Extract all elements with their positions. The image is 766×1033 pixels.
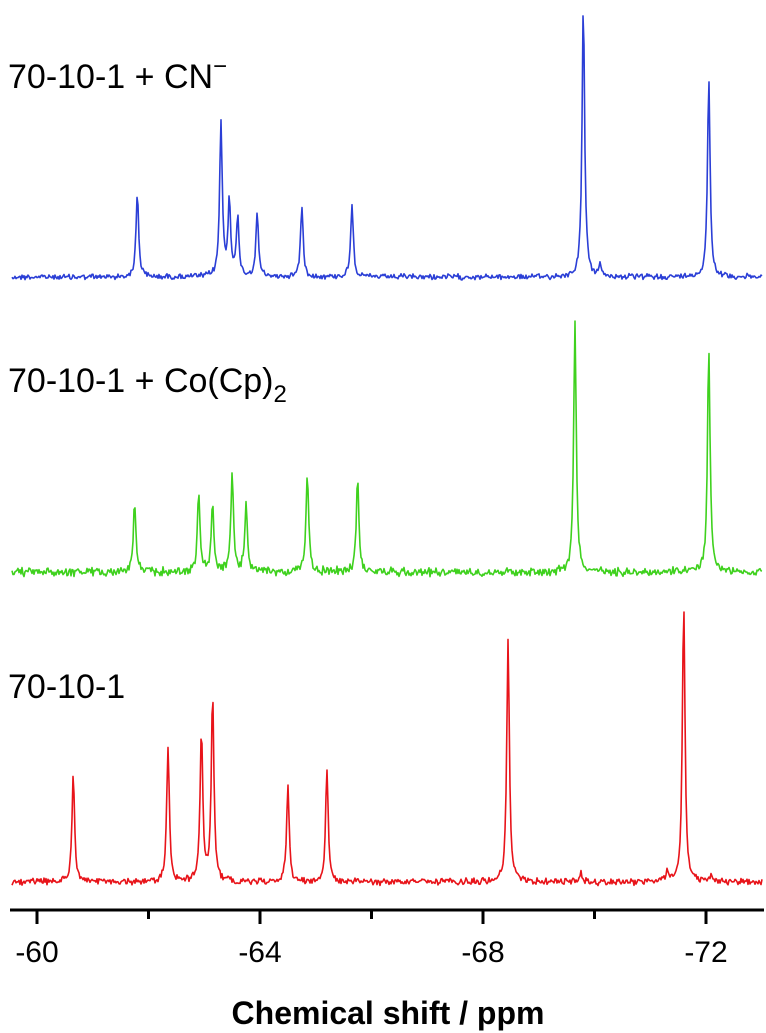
x-axis-title: Chemical shift / ppm [232, 995, 545, 1031]
x-tick-label: -68 [461, 936, 504, 969]
x-tick-label: -60 [15, 936, 58, 969]
spectra-group [11, 4, 763, 887]
peak-2-6 [306, 472, 308, 474]
peak-2-1 [134, 502, 136, 504]
peak-2-7 [357, 477, 359, 479]
spectrum-line-3 [11, 611, 763, 887]
peak-3-1 [72, 773, 74, 775]
x-axis: -60 -64 -68 -72 [10, 908, 764, 969]
series-label-1: 70-10-1 + CN− [8, 53, 227, 96]
spectrum-line-2 [11, 320, 763, 578]
x-tick-label: -72 [684, 936, 727, 969]
series-label-2: 70-10-1 + Co(Cp)2 [8, 362, 287, 408]
x-tick-label: -64 [238, 936, 281, 969]
peak-3-4 [212, 692, 214, 694]
series-label-3: 70-10-1 [8, 668, 125, 706]
series-labels: 70-10-1 + CN− 70-10-1 + Co(Cp)2 70-10-1 [8, 53, 287, 706]
peak-1-1 [136, 192, 138, 194]
peak-3-10 [683, 602, 685, 604]
peak-3-3 [201, 728, 203, 730]
peak-1-8 [582, 4, 584, 6]
peak-2-9 [708, 345, 710, 347]
peak-1-10 [708, 77, 710, 79]
spectrum-line-1 [11, 15, 763, 281]
